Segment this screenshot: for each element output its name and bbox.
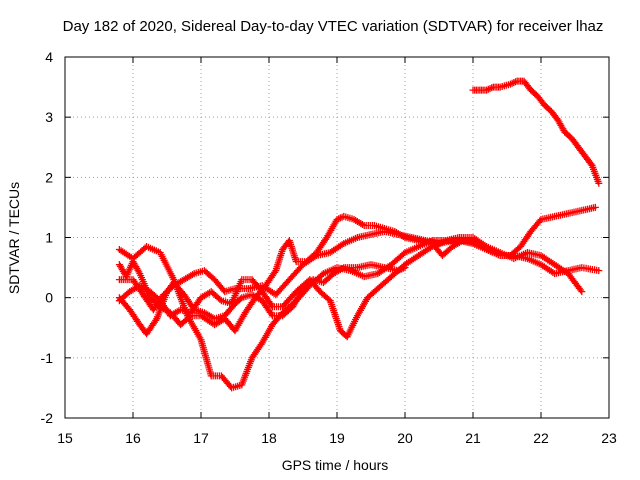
y-tick-label: 1 bbox=[45, 230, 53, 246]
x-tick-label: 21 bbox=[465, 430, 481, 446]
x-tick-label: 19 bbox=[329, 430, 345, 446]
x-tick-label: 20 bbox=[397, 430, 413, 446]
y-tick-label: 3 bbox=[45, 109, 53, 125]
y-tick-label: 0 bbox=[45, 290, 53, 306]
y-tick-label: -1 bbox=[41, 350, 54, 366]
x-tick-label: 18 bbox=[261, 430, 277, 446]
x-tick-label: 15 bbox=[57, 430, 73, 446]
y-tick-label: 2 bbox=[45, 169, 53, 185]
y-axis-label: SDTVAR / TECUs bbox=[6, 182, 22, 294]
series-track-4 bbox=[115, 237, 603, 341]
y-tick-label: 4 bbox=[45, 49, 53, 65]
x-tick-label: 17 bbox=[193, 430, 209, 446]
plot-frame bbox=[64, 56, 610, 419]
x-tick-label: 16 bbox=[125, 430, 141, 446]
chart-title: Day 182 of 2020, Sidereal Day-to-day VTE… bbox=[63, 18, 604, 35]
series-track-6 bbox=[469, 77, 603, 187]
y-tick-label: -2 bbox=[41, 410, 54, 426]
series-layer bbox=[115, 77, 603, 392]
x-tick-label: 23 bbox=[601, 430, 617, 446]
series-track-5 bbox=[115, 228, 484, 314]
x-axis-label: GPS time / hours bbox=[282, 457, 389, 473]
x-tick-label: 22 bbox=[533, 430, 549, 446]
